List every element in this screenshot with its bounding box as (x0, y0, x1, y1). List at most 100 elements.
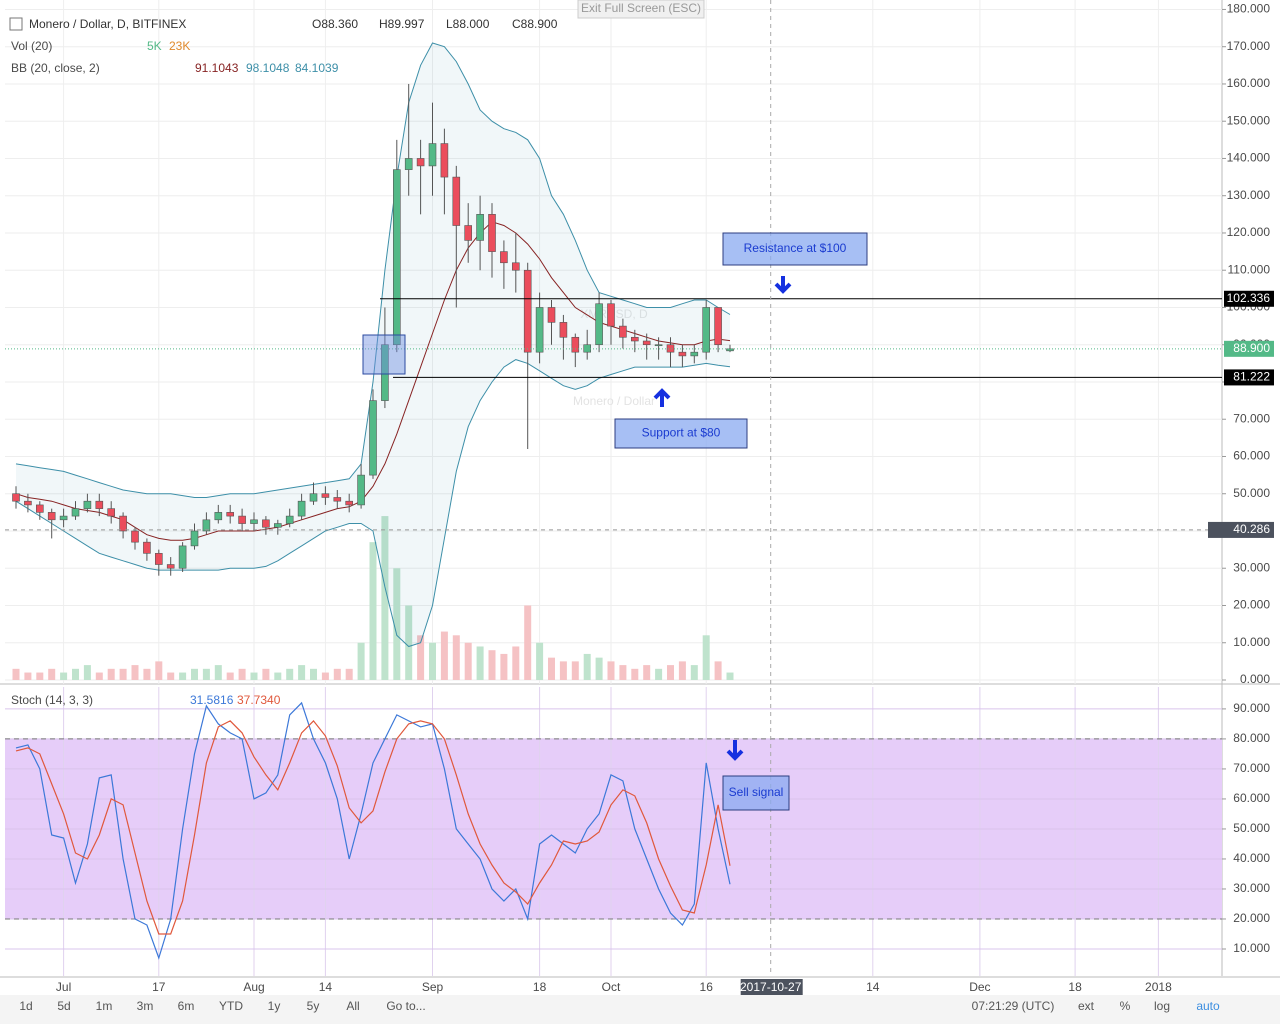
volume-legend-value: 23K (169, 39, 190, 53)
volume-bar (417, 635, 425, 680)
volume-bar (571, 661, 579, 680)
y-tick-label: 10.000 (1233, 635, 1270, 649)
volume-bar (524, 605, 532, 680)
candle-body (143, 541, 151, 554)
volume-bar (583, 653, 591, 680)
volume-bar (452, 635, 460, 680)
scale-option[interactable]: ext (1078, 999, 1095, 1013)
candle-body (47, 512, 56, 521)
annotation-text: Support at $80 (642, 426, 721, 440)
volume-bar (405, 605, 413, 680)
toolbar-button[interactable]: 6m (178, 999, 195, 1013)
candle-body (547, 307, 556, 323)
crosshair-label: 40.286 (1233, 522, 1270, 536)
volume-bar (143, 668, 151, 680)
toolbar-button[interactable]: 5y (307, 999, 320, 1013)
stoch-legend-value: 37.7340 (237, 693, 281, 707)
candle-body (309, 493, 318, 502)
toolbar-button[interactable]: All (346, 999, 359, 1013)
volume-bar (655, 668, 663, 680)
candle-body (95, 500, 104, 509)
candle-body (357, 474, 365, 506)
volume-bar (298, 665, 306, 680)
toolbar-bg (0, 995, 1280, 1024)
volume-bar (238, 668, 246, 680)
candle-body (476, 214, 484, 241)
volume-bar (107, 668, 115, 680)
level-tag (1224, 290, 1274, 307)
candle-body (345, 500, 354, 506)
y-tick-label: 30.000 (1233, 881, 1270, 895)
volume-bar (286, 668, 294, 680)
annotation-arrow (774, 276, 792, 294)
volume-bar (250, 672, 258, 680)
candle-body (369, 400, 377, 476)
y-tick-label: 110.000 (1228, 262, 1271, 276)
candle-body (690, 351, 699, 357)
candle-body (59, 515, 68, 521)
y-tick-label: 160.000 (1227, 76, 1271, 90)
candle-body (166, 564, 175, 569)
volume-bar (369, 542, 377, 680)
crosshair-date: 2017-10-27 (740, 980, 802, 994)
volume-bar (36, 672, 44, 680)
volume-bar (690, 665, 698, 680)
y-tick-label: 150.000 (1227, 113, 1271, 127)
candle-body (523, 269, 532, 353)
toolbar-button[interactable]: Go to... (386, 999, 425, 1013)
candle-body (226, 512, 234, 517)
candle-body (202, 519, 211, 532)
candle-body (559, 322, 568, 338)
volume-bar (191, 668, 198, 680)
y-tick-label: 0.000 (1240, 672, 1270, 686)
exit-fullscreen[interactable]: Exit Full Screen (ESC) (581, 1, 701, 15)
scale-option[interactable]: log (1154, 999, 1170, 1013)
pane-toggle[interactable] (9, 17, 23, 31)
level-tag (1224, 369, 1274, 386)
candle-body (83, 500, 92, 509)
candle-body (381, 344, 389, 401)
candle-body (642, 340, 651, 346)
candle-body (607, 303, 615, 327)
y-tick-label: 170.000 (1227, 39, 1271, 53)
time-label: 2018 (1145, 980, 1172, 994)
y-tick-label: 50.000 (1233, 486, 1270, 500)
stoch-legend-value: 31.5816 (190, 693, 234, 707)
toolbar-button[interactable]: 1d (19, 999, 32, 1013)
volume-bar (464, 642, 472, 680)
scale-option[interactable]: auto (1196, 999, 1220, 1013)
toolbar-button[interactable]: 1m (96, 999, 113, 1013)
highlight-box (362, 334, 406, 375)
candle-body (214, 512, 223, 521)
scale-option[interactable]: % (1120, 999, 1131, 1013)
candle-body (392, 169, 401, 346)
time-label: 18 (1068, 980, 1082, 994)
y-tick-label: 20.000 (1233, 598, 1270, 612)
candle-body (630, 336, 639, 342)
candle-body (595, 303, 603, 346)
volume-bar (131, 665, 139, 680)
annotation-arrow (653, 388, 671, 407)
exit-fullscreen-bg[interactable] (577, 0, 705, 19)
candle-body (619, 325, 627, 338)
y-tick-label: 180.000 (1227, 2, 1271, 16)
y-tick-label: 60.000 (1233, 791, 1270, 805)
ohlc-label: L88.000 (446, 17, 490, 31)
toolbar-button[interactable]: 3m (137, 999, 154, 1013)
time-label: Jul (56, 980, 71, 994)
toolbar-button[interactable]: 1y (268, 999, 281, 1013)
candle-body (404, 158, 413, 170)
toolbar-button[interactable]: YTD (219, 999, 243, 1013)
toolbar-button[interactable]: 5d (57, 999, 70, 1013)
chart-title: Monero / Dollar, D, BITFINEX (29, 17, 186, 31)
candle-body (131, 530, 139, 543)
candle-body (273, 523, 282, 528)
candle-body (238, 515, 246, 524)
volume-bar (24, 672, 32, 680)
last-price-tag (1224, 340, 1274, 357)
volume-bar (226, 672, 234, 680)
candle-body (440, 143, 449, 178)
time-label: 14 (319, 980, 333, 994)
volume-bar (12, 668, 20, 680)
